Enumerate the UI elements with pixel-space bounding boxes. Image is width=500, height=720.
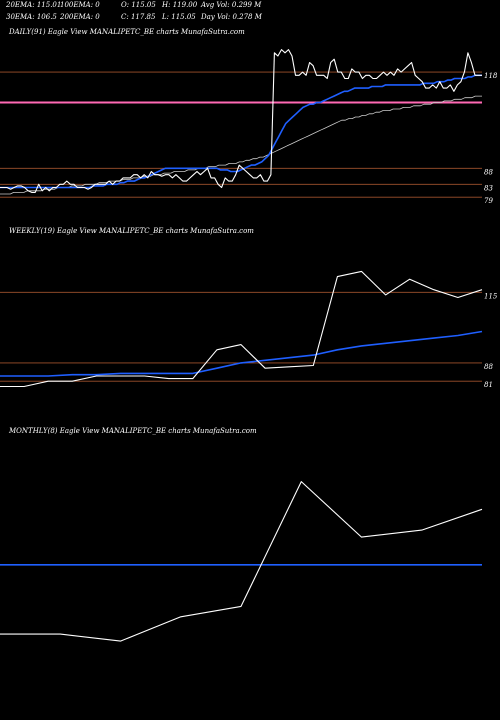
weekly-y-tick-label: 81 [484, 381, 493, 389]
weekly-chart: 115 88 81 [0, 270, 498, 389]
daily-chart-caption: DAILY(91) Eagle View MANALIPETC_BE chart… [9, 28, 245, 36]
stat-high: H: 119.00 [162, 1, 198, 9]
daily-y-tick-label: 83 [484, 184, 493, 192]
daily-ema-fast-line [0, 74, 482, 189]
stat-20ema: 20EMA: 115.01 [6, 1, 62, 9]
stat-day-vol: Day Vol: 0.278 M [201, 13, 262, 21]
weekly-y-tick-label: 88 [484, 363, 493, 371]
monthly-chart [0, 481, 483, 642]
daily-y-tick-label: 118 [484, 72, 498, 80]
weekly-chart-caption: WEEKLY(19) Eagle View MANALIPETC_BE char… [9, 227, 254, 235]
stat-close: C: 117.85 [121, 13, 156, 21]
daily-price-line [0, 49, 482, 193]
weekly-price-line [0, 270, 483, 388]
daily-ema-slow-line [0, 95, 482, 195]
daily-y-tick-label: 79 [484, 197, 493, 205]
weekly-y-tick-label: 115 [484, 292, 498, 300]
stat-open: O: 115.05 [121, 1, 156, 9]
monthly-price-line [0, 481, 483, 642]
stat-200ema: 200EMA: 0 [60, 13, 100, 21]
weekly-ema-fast-line [0, 330, 483, 377]
stat-30ema: 30EMA: 106.5 [6, 13, 57, 21]
monthly-chart-caption: MONTHLY(8) Eagle View MANALIPETC_BE char… [9, 427, 257, 435]
stat-low: L: 115.05 [162, 13, 196, 21]
daily-chart: 118 88 83 79 [0, 49, 498, 205]
stat-avg-vol: Avg Vol: 0.299 M [201, 1, 262, 9]
stat-100ema: 100EMA: 0 [60, 1, 100, 9]
daily-y-tick-label: 88 [484, 168, 493, 176]
